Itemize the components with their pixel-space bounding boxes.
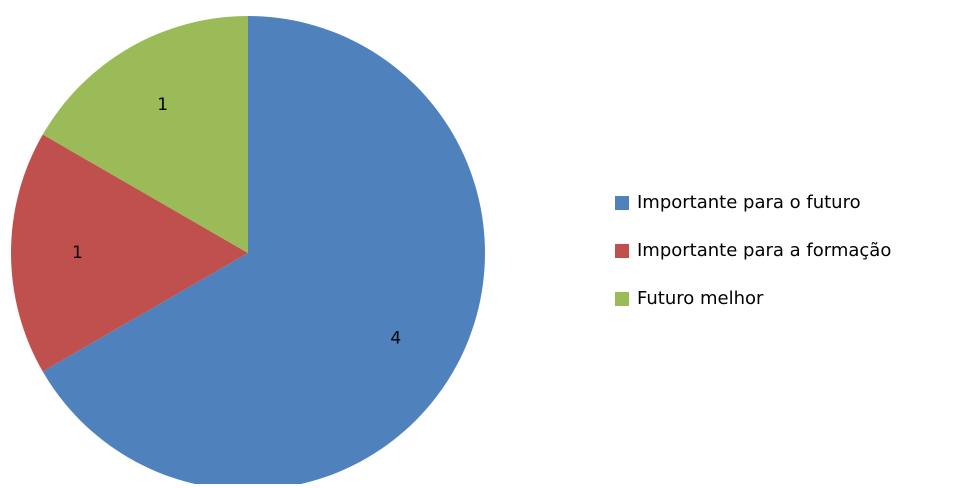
data-label-futuro-melhor: 1 <box>157 95 168 115</box>
legend-item-importante-para-a-formacao: Importante para a formação <box>615 240 891 261</box>
legend: Importante para o futuro Importante para … <box>615 192 891 309</box>
pie-slice-futuro-melhor <box>42 16 248 253</box>
data-label-importante-para-a-formacao: 1 <box>72 243 83 263</box>
legend-swatch-futuro-melhor <box>615 292 629 306</box>
legend-item-futuro-melhor: Futuro melhor <box>615 288 764 309</box>
pie-slices <box>10 16 485 488</box>
data-labels: 4 1 1 <box>72 95 401 348</box>
legend-item-importante-para-o-futuro: Importante para o futuro <box>615 192 861 213</box>
legend-swatch-importante-para-a-formacao <box>615 244 629 258</box>
pie-slice-importante-para-a-formacao <box>10 134 248 372</box>
legend-label-futuro-melhor: Futuro melhor <box>637 288 764 309</box>
data-label-importante-para-o-futuro: 4 <box>390 328 401 348</box>
legend-label-importante-para-o-futuro: Importante para o futuro <box>637 192 861 213</box>
legend-label-importante-para-a-formacao: Importante para a formação <box>637 240 891 261</box>
legend-swatch-importante-para-o-futuro <box>615 196 629 210</box>
pie-slice-importante-para-o-futuro <box>42 16 485 488</box>
